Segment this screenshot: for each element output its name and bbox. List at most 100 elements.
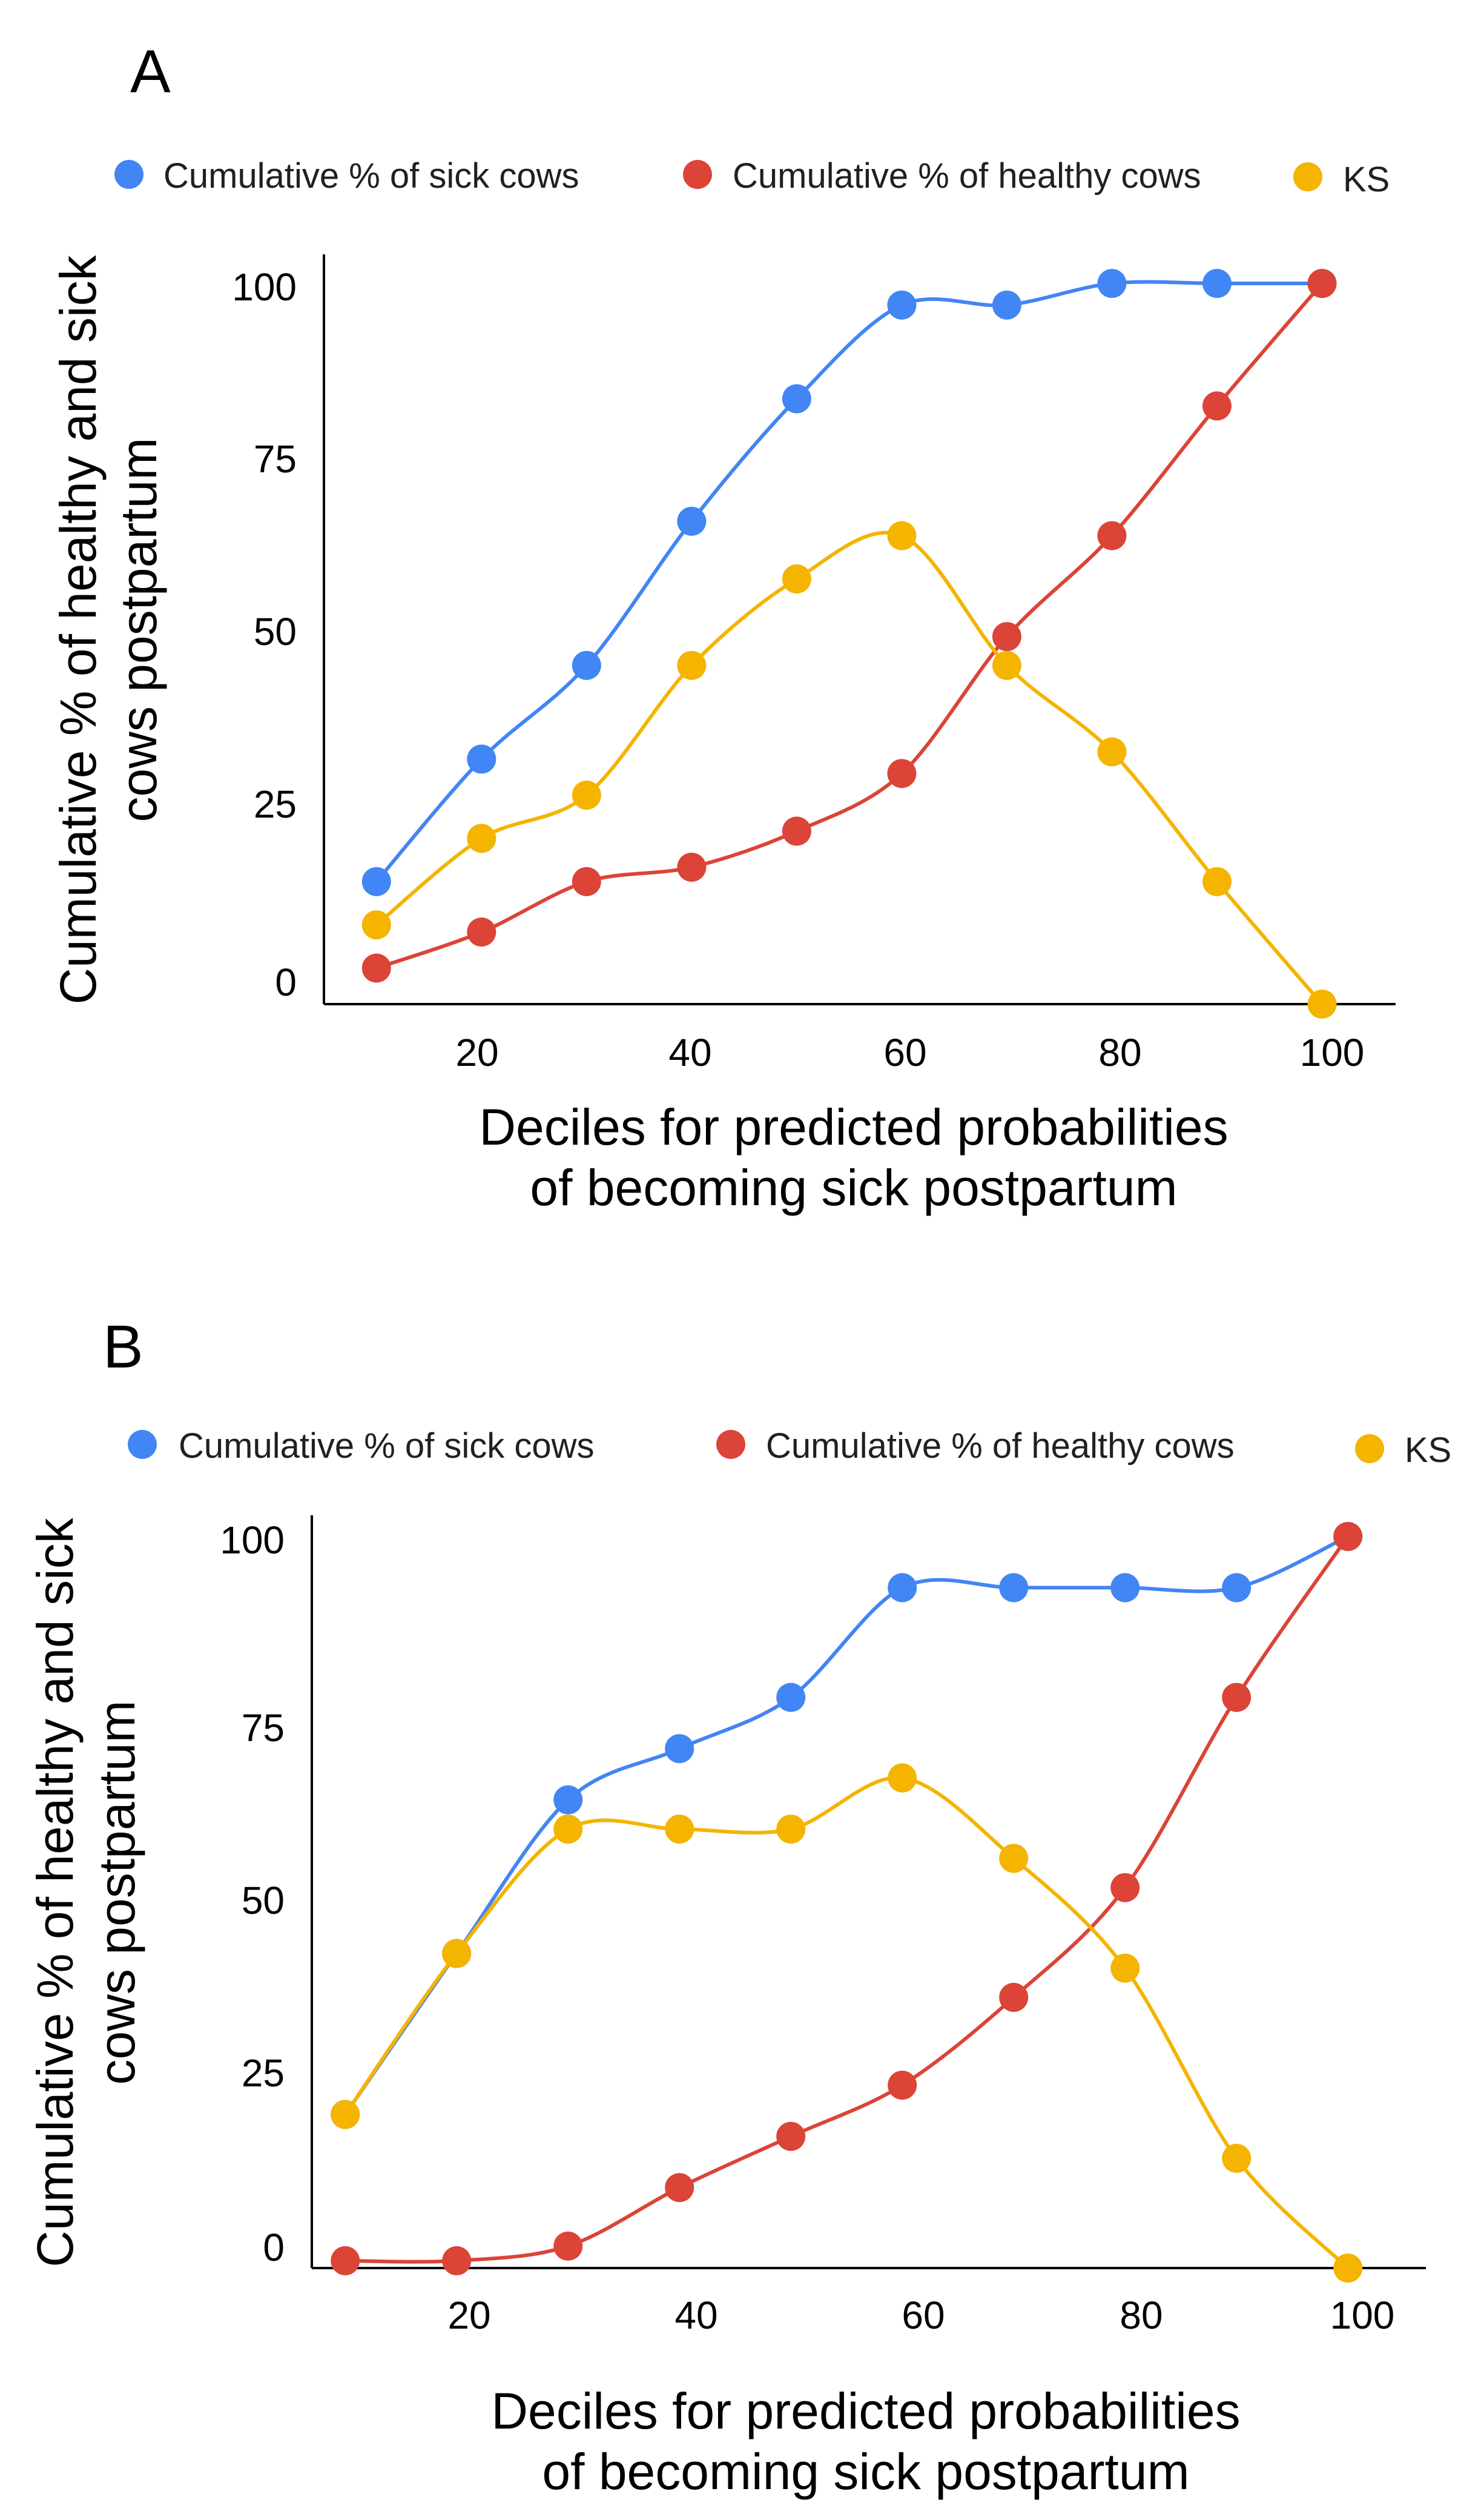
point-a-sick-40 <box>677 506 707 536</box>
y-tick-a-0: 0 <box>275 961 297 1004</box>
point-b-healthy-30 <box>553 2231 583 2261</box>
point-b-ks-50 <box>776 1814 806 1844</box>
x-axis-label-a-line2: of becoming sick postpartum <box>530 1159 1177 1216</box>
legend-a-label-healthy: Cumulative % of healthy cows <box>733 156 1201 196</box>
point-a-ks-60 <box>887 521 917 551</box>
point-b-healthy-90 <box>1222 1682 1252 1712</box>
point-b-ks-70 <box>999 1844 1029 1873</box>
point-a-healthy-100 <box>1307 269 1337 298</box>
legend-b: Cumulative % of sick cows Cumulative % o… <box>128 1426 1451 1470</box>
point-b-healthy-70 <box>999 1983 1029 2012</box>
point-a-healthy-60 <box>887 759 917 789</box>
panel-a: A Cumulative % of sick cows Cumulative %… <box>50 38 1396 1216</box>
point-b-healthy-20 <box>442 2246 472 2275</box>
x-tick-a-40: 40 <box>668 1031 711 1074</box>
point-b-ks-40 <box>665 1814 694 1844</box>
plot-area-b <box>331 1522 1363 2283</box>
series-line-b-healthy <box>345 1535 1350 2264</box>
legend-b-label-healthy: Cumulative % of healthy cows <box>766 1426 1235 1466</box>
legend-b-marker-sick <box>128 1430 157 1459</box>
point-b-ks-30 <box>553 1814 583 1844</box>
x-ticks-b: 20 40 60 80 100 <box>447 2293 1394 2337</box>
point-b-healthy-80 <box>1110 1873 1140 1902</box>
x-axis-label-b-line2: of becoming sick postpartum <box>542 2443 1189 2500</box>
point-b-ks-10 <box>331 2100 360 2129</box>
point-a-sick-80 <box>1097 269 1127 298</box>
point-b-ks-80 <box>1110 1953 1140 1983</box>
point-a-ks-50 <box>782 564 811 594</box>
y-ticks-a: 0 25 50 75 100 <box>232 265 297 1004</box>
legend-a: Cumulative % of sick cows Cumulative % o… <box>114 156 1390 199</box>
legend-b-marker-healthy <box>716 1430 745 1459</box>
point-a-ks-90 <box>1202 867 1232 896</box>
series-line-b-sick <box>343 1535 1349 2116</box>
point-a-ks-30 <box>572 780 601 810</box>
x-tick-a-20: 20 <box>455 1031 498 1074</box>
y-tick-a-100: 100 <box>232 265 297 309</box>
point-a-sick-70 <box>992 290 1021 320</box>
legend-a-marker-ks <box>1293 162 1322 191</box>
legend-b-label-ks: KS <box>1405 1430 1451 1470</box>
x-axis-label-b-line1: Deciles for predicted probabilities <box>491 2383 1240 2439</box>
point-a-healthy-50 <box>782 816 811 846</box>
x-tick-b-80: 80 <box>1120 2293 1162 2337</box>
point-a-healthy-80 <box>1097 521 1127 551</box>
point-a-sick-50 <box>782 384 811 414</box>
point-b-sick-40 <box>665 1734 694 1764</box>
point-a-healthy-30 <box>572 867 601 896</box>
y-tick-b-75: 75 <box>242 1706 285 1750</box>
x-tick-b-20: 20 <box>447 2293 490 2337</box>
point-b-ks-90 <box>1222 2143 1252 2173</box>
point-a-sick-60 <box>887 290 917 320</box>
point-b-sick-50 <box>776 1682 806 1712</box>
x-tick-b-40: 40 <box>674 2293 717 2337</box>
y-tick-a-25: 25 <box>254 782 297 826</box>
y-tick-b-0: 0 <box>263 2226 285 2269</box>
point-b-sick-90 <box>1222 1573 1252 1602</box>
point-a-healthy-70 <box>992 622 1021 652</box>
x-tick-a-60: 60 <box>883 1031 926 1074</box>
point-b-sick-30 <box>553 1785 583 1814</box>
y-axis-label-b-line2: cows postpartum <box>88 1701 145 2085</box>
x-tick-a-80: 80 <box>1098 1031 1141 1074</box>
panel-label-b: B <box>103 1313 143 1381</box>
point-a-sick-20 <box>467 744 496 774</box>
y-axis-label-a-line1: Cumulative % of healthy and sick <box>50 254 107 1004</box>
y-tick-b-25: 25 <box>242 2051 285 2095</box>
y-ticks-b: 0 25 50 75 100 <box>220 1518 285 2269</box>
point-a-ks-80 <box>1097 737 1127 767</box>
series-line-a-sick <box>375 280 1322 883</box>
point-a-sick-10 <box>361 867 391 896</box>
series-line-b-ks <box>343 1776 1350 2270</box>
legend-a-marker-healthy <box>683 160 712 189</box>
y-axis-label-a-line2: cows postpartum <box>110 438 167 822</box>
point-b-sick-80 <box>1110 1573 1140 1602</box>
point-a-healthy-10 <box>361 953 391 983</box>
legend-b-label-sick: Cumulative % of sick cows <box>179 1426 595 1466</box>
x-tick-b-60: 60 <box>902 2293 945 2337</box>
legend-b-marker-ks <box>1355 1434 1384 1463</box>
y-tick-a-50: 50 <box>254 610 297 653</box>
series-line-a-ks <box>375 531 1324 1005</box>
point-b-ks-100 <box>1333 2254 1363 2283</box>
panel-label-a: A <box>130 38 171 105</box>
x-ticks-a: 20 40 60 80 100 <box>455 1031 1364 1074</box>
legend-a-label-ks: KS <box>1343 160 1390 199</box>
point-b-healthy-10 <box>331 2246 360 2275</box>
point-a-sick-90 <box>1202 269 1232 298</box>
point-a-ks-70 <box>992 650 1021 680</box>
plot-area-a <box>361 269 1337 1019</box>
y-tick-b-100: 100 <box>220 1518 285 1562</box>
y-tick-b-50: 50 <box>242 1879 285 1922</box>
x-axis-label-a-line1: Deciles for predicted probabilities <box>479 1099 1228 1156</box>
y-axis-label-b-line1: Cumulative % of healthy and sick <box>27 1517 84 2267</box>
point-a-healthy-90 <box>1202 391 1232 421</box>
legend-a-label-sick: Cumulative % of sick cows <box>163 156 579 196</box>
point-a-ks-20 <box>467 824 496 853</box>
point-b-sick-60 <box>888 1573 917 1602</box>
point-b-ks-20 <box>442 1939 472 1968</box>
series-line-a-healthy <box>375 282 1324 970</box>
point-b-sick-70 <box>999 1573 1029 1602</box>
point-b-ks-60 <box>888 1763 917 1793</box>
